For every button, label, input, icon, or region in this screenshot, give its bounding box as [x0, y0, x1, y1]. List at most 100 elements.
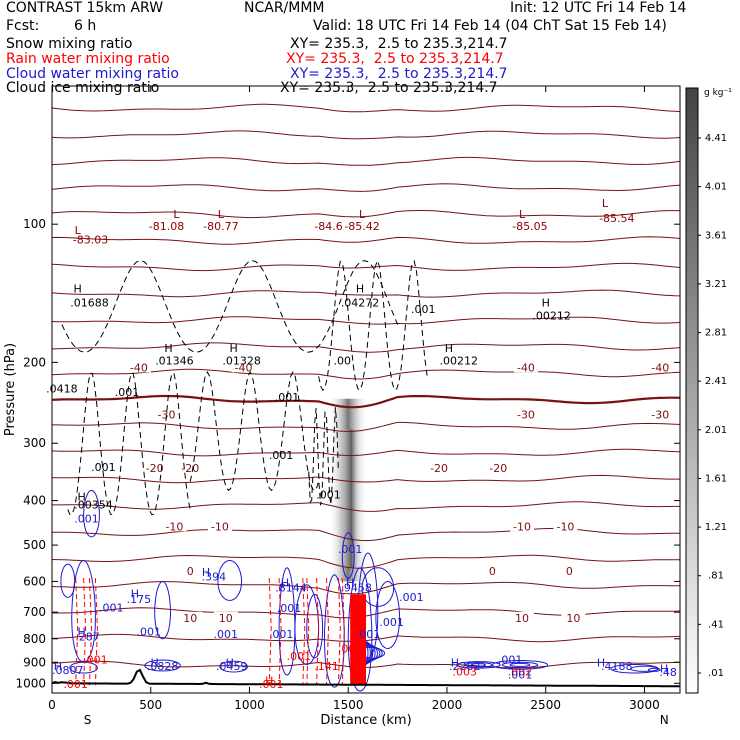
- colorbar-tick-label: 3.61: [705, 230, 727, 241]
- cloud-water-contour: [83, 489, 100, 538]
- colorbar-tick-label: .81: [708, 571, 724, 582]
- rain-max-segment: [350, 657, 366, 662]
- contour-annotation: .175: [127, 593, 152, 606]
- contour-annotation: L: [359, 208, 366, 221]
- cloud-water-contour: [154, 580, 171, 640]
- rain-contour-line: [94, 578, 98, 686]
- contour-annotation: .001: [275, 391, 300, 404]
- x-tick-label: 2000: [432, 698, 463, 712]
- contour-annotation: .001: [411, 303, 436, 316]
- contour-annotation: .001: [508, 669, 533, 682]
- plot-frame: [51, 85, 681, 694]
- temp-label-bg: [510, 520, 535, 532]
- contour-annotation: .04272: [341, 296, 380, 309]
- cloud-water-contour: [219, 660, 248, 673]
- cloud-water-contour: [509, 662, 531, 667]
- contour-annotation: H: [281, 576, 289, 589]
- temp-label-bg: [510, 611, 535, 623]
- cloud-water-contour: [294, 584, 320, 666]
- field-snow-label: Snow mixing ratio: [6, 36, 133, 52]
- contour-annotation: H: [265, 674, 273, 687]
- contour-annotation: H: [230, 342, 238, 355]
- rain-max-segment: [350, 666, 366, 671]
- contour-annotation: .001: [83, 654, 108, 667]
- rain-max-segment: [350, 633, 366, 638]
- temp-contour-line: [52, 421, 681, 432]
- temp-label-bg: [178, 611, 203, 623]
- contour-annotation: L: [75, 224, 82, 237]
- contour-annotation: .001: [338, 543, 363, 556]
- temp-contour-line: [51, 262, 681, 272]
- contour-annotation: L: [218, 208, 225, 221]
- contour-annotation: .0807: [52, 664, 84, 677]
- contour-annotation: H: [54, 660, 62, 673]
- temperature-contours: -40 -40 -40 -40-30 -30 -30-20 -20 -20 -20-10 -10-…: [51, 103, 681, 669]
- contour-annotations: L-83.03L-81.08L-80.77 -84.6L-85.42L-85.05…: [46, 197, 677, 691]
- contour-annotation: .00354: [74, 499, 113, 512]
- contour-annotation: .003: [452, 665, 477, 678]
- rain-contour-line: [268, 578, 272, 686]
- field-rain-label: Rain water mixing ratio: [6, 51, 170, 67]
- contour-annotation: .001: [74, 513, 99, 526]
- contour-annotation: .001: [99, 601, 124, 614]
- x-tick-label: 1500: [333, 698, 364, 712]
- temp-contour-line: [51, 156, 681, 166]
- y-tick-label: 900: [23, 655, 46, 669]
- contour-annotation: -81.08: [149, 220, 184, 233]
- cloud-water-contour: [456, 661, 501, 669]
- contour-annotation: .0418: [46, 383, 78, 396]
- temp-label-bg: [126, 361, 151, 373]
- temp-contour-label: -10: [211, 520, 229, 533]
- x-tick-label: 0: [48, 698, 56, 712]
- temp-contour-label: -40: [651, 361, 669, 374]
- contour-annotation: .141: [314, 660, 339, 673]
- temp-contour-label: -40: [517, 361, 535, 374]
- rain-contour-line: [89, 578, 93, 686]
- temp-label-bg: [486, 462, 511, 474]
- temp-contour-line: [51, 289, 681, 298]
- rain-max-segment: [350, 639, 366, 644]
- contour-annotation: .002: [508, 665, 533, 678]
- temp-label-bg: [162, 520, 187, 532]
- contour-annotation: .48: [659, 666, 677, 679]
- contour-annotation: H: [77, 626, 85, 639]
- contour-annotation: .001: [259, 678, 284, 691]
- contour-annotation: .001: [91, 461, 116, 474]
- contour-annotation: L: [173, 208, 180, 221]
- rain-max-segment: [350, 675, 366, 680]
- temp-contour-line: [52, 501, 680, 512]
- snow-contours: [61, 259, 428, 515]
- temp-contour-line: [51, 103, 681, 113]
- contour-annotation: .001: [277, 602, 302, 615]
- direction-label-north: N: [660, 713, 669, 727]
- field-snow-xy: XY= 235.3, 2.5 to 235.3,214.7: [290, 36, 508, 52]
- contour-annotation: -80.77: [203, 220, 238, 233]
- temp-contour-line: [51, 554, 681, 569]
- temp-contour-label: -10: [556, 520, 574, 533]
- rain-max-segment: [350, 618, 366, 623]
- temp-contour-line: [51, 581, 680, 595]
- contour-annotation: .00: [334, 354, 352, 367]
- temp-contour-label: -20: [181, 462, 199, 475]
- cloud-water-contour: [306, 593, 324, 659]
- x-tick-label: 3000: [629, 698, 660, 712]
- rain-max-segment: [350, 600, 366, 605]
- rain-contour-line: [306, 578, 310, 686]
- rain-max-segment: [350, 624, 366, 629]
- temp-contour-line: [51, 448, 681, 457]
- cloud-water-contour: [501, 661, 539, 668]
- rain-max-segment: [350, 606, 366, 611]
- temp-contour-label: -20: [430, 462, 448, 475]
- rain-contour-line: [341, 578, 345, 686]
- terrain-line: [51, 668, 680, 688]
- temp-label-bg: [480, 565, 505, 577]
- y-tick-label: 100: [23, 217, 46, 231]
- snow-shading-plume: [328, 398, 368, 582]
- contour-annotation: -85.05: [512, 220, 547, 233]
- contour-annotation: .001: [269, 628, 294, 641]
- temp-label-bg: [513, 361, 538, 373]
- rain-contour-line: [316, 578, 320, 686]
- contour-annotation: .001: [269, 449, 294, 462]
- forecast-label: Fcst:: [6, 18, 40, 34]
